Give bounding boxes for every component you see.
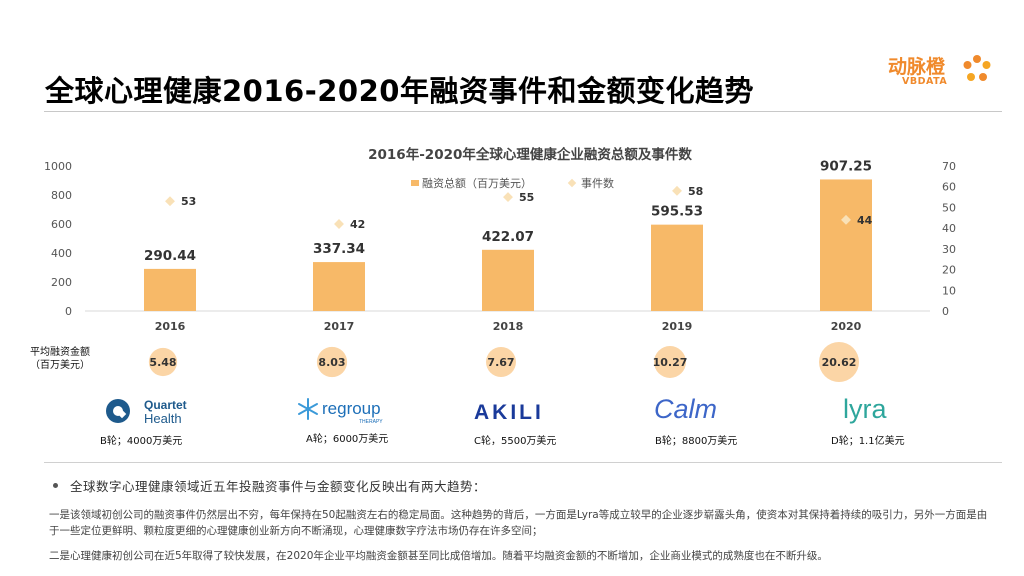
right-axis-tick-label: 60 [942,181,956,194]
akili-round: C轮，5500万美元 [474,436,557,447]
average-funding-label: 平均融资金额 （百万美元） [30,346,90,372]
summary-divider [44,462,1002,463]
bar-data-label: 907.25 [820,158,872,174]
average-funding-bubble [316,346,348,378]
right-axis: 0 10 20 30 40 50 60 70 [942,160,956,318]
quartet-round: B轮；4000万美元 [100,436,183,447]
summary-headline-row: 全球数字心理健康领域近五年投融资事件与金额变化反映出有两大趋势： [49,476,989,495]
regroup-round: A轮；6000万美元 [306,434,389,445]
legend-marker-swatch [567,178,577,188]
x-axis-tick-label: 2018 [493,320,524,333]
regroup-logo: regroup THERAPY [298,398,383,425]
legend-marker-label: 事件数 [581,177,614,190]
legend-bar-label: 融资总额（百万美元） [422,176,532,190]
logo-flower-icon [963,55,991,81]
bar [144,268,196,311]
bar [820,179,872,311]
average-funding-label-line2: （百万美元） [30,360,90,371]
average-funding-value: 5.48 [149,356,176,369]
x-axis-tick-label: 2019 [662,320,693,333]
bar-data-label: 337.34 [313,241,365,257]
event-count-marker [503,192,513,203]
bar-data-label: 290.44 [144,248,196,264]
left-axis-tick-label: 200 [51,276,72,289]
x-axis-tick-label: 2017 [324,320,355,333]
page-title: 全球心理健康2016-2020年融资事件和金额变化趋势 [45,74,754,108]
funding-chart: 2016年-2020年全球心理健康企业融资总额及事件数 融资总额（百万美元） 事… [44,146,956,333]
x-axis-ticks: 2016 2017 2018 2019 2020 [155,320,862,333]
legend-bar-swatch [411,180,419,186]
bar [651,224,703,311]
event-count-label: 44 [857,214,873,227]
event-count-label: 55 [519,191,534,204]
average-funding-value: 7.67 [487,356,514,369]
right-axis-tick-label: 20 [942,264,956,277]
title-divider [44,111,1002,112]
event-count-marker [334,219,344,229]
event-count-label: 53 [181,195,196,208]
regroup-sub: THERAPY [359,419,383,425]
event-count-series: 53 42 55 58 44 [165,185,873,231]
lyra-round: D轮；1.1亿美元 [831,436,905,447]
logo-subtext: VBDATA [902,76,948,87]
quartet-name-line2: Health [144,411,182,426]
bar [313,262,365,311]
bar [482,249,534,311]
summary-section: 全球数字心理健康领域近五年投融资事件与金额变化反映出有两大趋势： 一是该领域初创… [49,476,989,573]
right-axis-tick-label: 50 [942,201,956,214]
right-axis-tick-label: 70 [942,160,956,173]
average-funding-value: 10.27 [653,356,688,369]
akili-name: AKILI [474,401,544,424]
left-axis: 0 200 400 600 800 1000 [44,160,72,318]
bar-data-label: 595.53 [651,204,703,220]
average-funding-bubble [819,342,859,382]
legend: 融资总额（百万美元） 事件数 [411,176,614,190]
vbdata-logo: 动脉橙 VBDATA [888,52,998,92]
bar-data-label: 422.07 [482,229,534,245]
summary-paragraph-2: 二是心理健康初创公司在近5年取得了较快发展，在2020年企业平均融资金额甚至同比… [49,550,828,562]
lyra-name: lyra [843,394,887,424]
lyra-logo: lyra [843,394,887,424]
average-funding-label-line1: 平均融资金额 [30,347,90,358]
right-axis-tick-label: 10 [942,284,956,297]
quartet-name-line1: Quartet [144,398,187,412]
left-axis-tick-label: 400 [51,247,72,260]
average-funding-bubble [654,346,686,378]
company-row: Quartet Health regroup THERAPY AKILI Cal… [0,392,1024,452]
average-funding-row: 5.48 8.03 7.67 10.27 20.62 [148,342,859,382]
quartet-health-logo: Quartet Health [106,398,187,426]
right-axis-tick-label: 40 [942,222,956,235]
bar-series: 290.44 337.34 422.07 595.53 907.25 [144,158,872,311]
left-axis-tick-label: 800 [51,189,72,202]
left-axis-tick-label: 1000 [44,160,72,173]
left-axis-tick-label: 0 [65,305,72,318]
event-count-marker [841,214,851,225]
logo-text: 动脉橙 [888,56,946,78]
snowflake-icon [298,398,318,420]
summary-headline: 全球数字心理健康领域近五年投融资事件与金额变化反映出有两大趋势： [70,479,487,494]
event-count-marker [672,185,682,196]
average-funding-bubble [486,347,516,377]
average-funding-value: 8.03 [318,356,345,369]
average-funding-value: 20.62 [822,356,857,369]
right-axis-tick-label: 30 [942,243,956,256]
chart-title: 2016年-2020年全球心理健康企业融资总额及事件数 [368,146,692,163]
calm-round: B轮；8800万美元 [655,436,738,447]
x-axis-tick-label: 2020 [831,320,862,333]
summary-paragraph-1: 一是该领域初创公司的融资事件仍然层出不穷，每年保持在50起融资左右的稳定局面。这… [49,509,988,537]
left-axis-tick-label: 600 [51,218,72,231]
bullet-icon [53,483,58,488]
x-axis-tick-label: 2016 [155,320,186,333]
calm-logo: Calm [654,394,717,424]
calm-name: Calm [654,394,717,424]
regroup-name: regroup [322,399,381,418]
akili-logo: AKILI [474,401,544,424]
event-count-label: 42 [350,218,365,231]
event-count-label: 58 [688,185,703,198]
average-funding-bubble [148,347,178,377]
event-count-marker [165,196,175,207]
right-axis-tick-label: 0 [942,305,949,318]
